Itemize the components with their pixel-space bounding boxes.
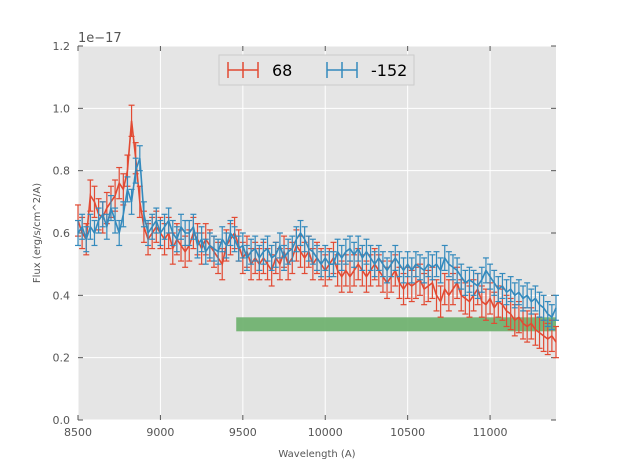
y-tick-label: 0.6 [53, 227, 71, 240]
series-line [77, 157, 557, 319]
green-band [236, 317, 556, 332]
legend-marker-neg152 [326, 62, 358, 78]
y-tick-label: 1.0 [53, 102, 71, 115]
x-tick-labels: 8500 9000 9500 10000 10500 11000 [64, 426, 508, 439]
series-layer [75, 104, 559, 359]
x-tick-label: 10500 [390, 426, 425, 439]
y-tick-label: 0.0 [53, 414, 71, 427]
y-tick-label: 0.8 [53, 165, 71, 178]
legend-label-68: 68 [272, 61, 292, 80]
y-axis-label: Flux (erg/s/cm^2/A) [32, 183, 43, 283]
x-tick-label: 9500 [229, 426, 257, 439]
x-tick-label: 11000 [473, 426, 508, 439]
y-tick-label: 1.2 [53, 40, 71, 53]
axis-ticks [77, 45, 556, 421]
y-tick-labels: 0.0 0.2 0.4 0.6 0.8 1.0 1.2 [53, 40, 71, 427]
legend-label-neg152: -152 [371, 61, 407, 80]
y-tick-label: 0.2 [53, 352, 71, 365]
x-tick-label: 10000 [308, 426, 343, 439]
x-axis-label: Wavelength (A) [278, 449, 355, 460]
legend: 68 -152 [218, 54, 415, 86]
x-tick-label: 8500 [64, 426, 92, 439]
x-tick-label: 9000 [146, 426, 174, 439]
y-tick-label: 0.4 [53, 289, 71, 302]
series-neg152 [75, 145, 559, 331]
y-offset-label: 1e−17 [78, 31, 122, 46]
band-layer [236, 317, 556, 332]
legend-marker-68 [227, 62, 259, 78]
